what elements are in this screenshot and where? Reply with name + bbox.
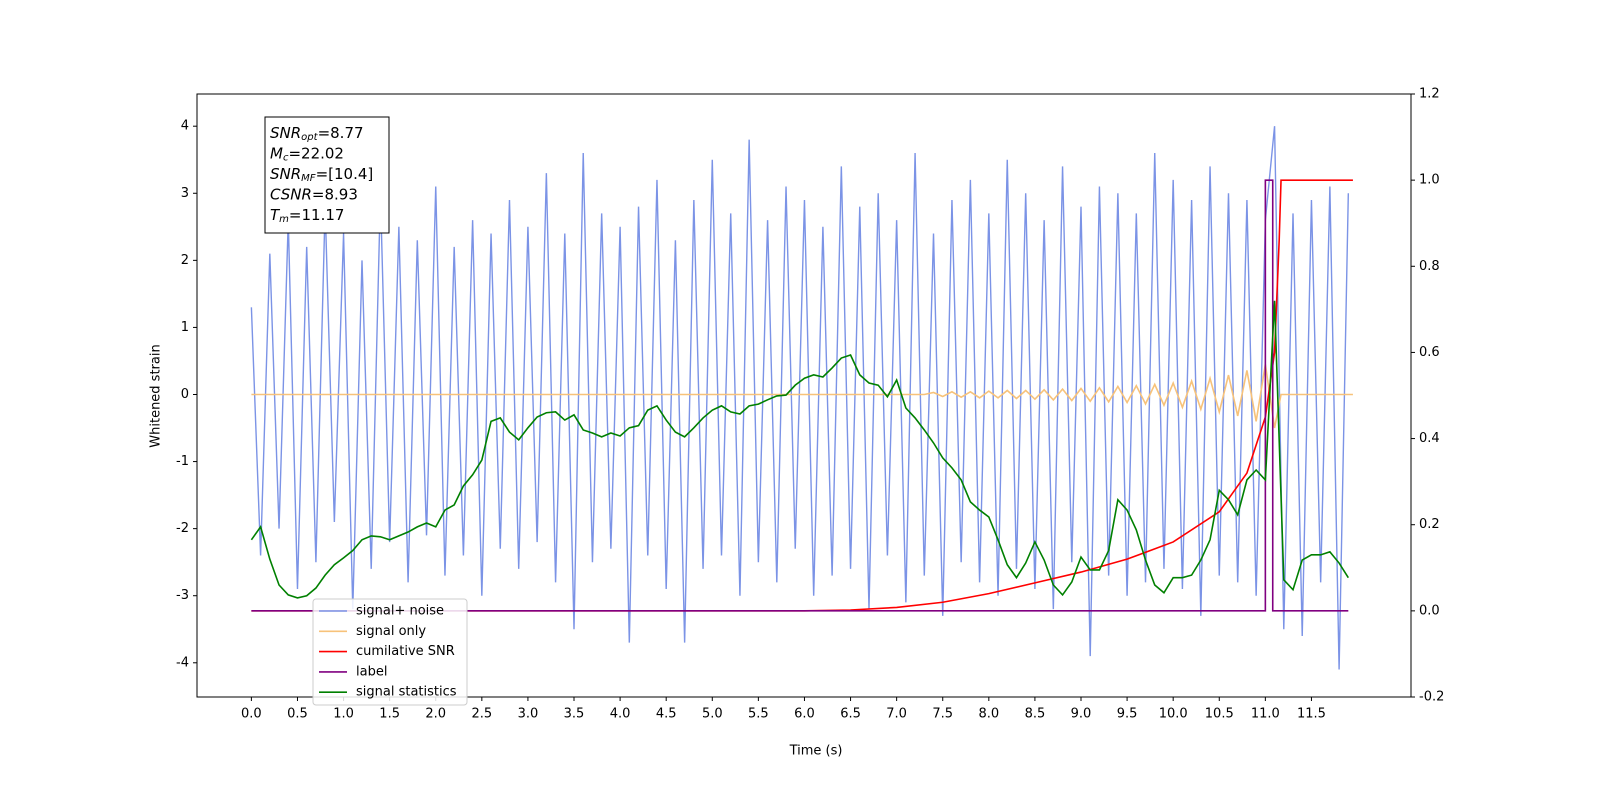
y2-tick-label: 0.0: [1419, 603, 1440, 618]
x-tick-label: 5.5: [748, 707, 769, 722]
annotation-sub: m: [279, 214, 289, 225]
x-tick-label: 6.0: [794, 707, 815, 722]
series-line: [250, 300, 1349, 599]
x-tick-label: 5.0: [702, 707, 723, 722]
annotation: Mc=22.02: [270, 144, 344, 164]
series-line: [251, 364, 1353, 429]
x-tick-label: 9.5: [1117, 707, 1138, 722]
x-tick-label: 7.0: [886, 707, 907, 722]
annotation-sub: c: [283, 153, 289, 164]
x-tick-label: 2.5: [471, 707, 492, 722]
x-tick-label: 4.0: [610, 707, 631, 722]
annotation-main: M: [270, 144, 283, 162]
x-tick-label: 6.5: [840, 707, 861, 722]
y-tick-label: 0: [181, 387, 189, 402]
y-tick-label: -2: [176, 521, 189, 536]
y-tick-label: -3: [176, 588, 189, 603]
annotation: Tm=11.17: [270, 206, 344, 226]
annotation: CSNR=8.93: [270, 185, 358, 203]
annotation-text: =8.77: [318, 124, 364, 142]
x-tick-label: 3.0: [518, 707, 539, 722]
y2-tick-label: 1.2: [1419, 87, 1440, 102]
y2-tick-label: 1.0: [1419, 173, 1440, 188]
annotation-main: CSNR: [270, 185, 312, 203]
annotation-text: =11.17: [289, 206, 345, 224]
x-tick-label: 0.0: [241, 707, 262, 722]
x-tick-label: 1.5: [379, 707, 400, 722]
x-axis-label: Time (s): [789, 744, 843, 759]
x-tick-label: 1.0: [333, 707, 354, 722]
x-tick-label: 10.0: [1159, 707, 1188, 722]
series-line: [250, 126, 1350, 670]
series-line: [251, 179, 1353, 612]
legend-label: signal only: [356, 624, 426, 639]
annotation-text: =8.93: [312, 185, 358, 203]
x-tick-label: 10.5: [1205, 707, 1234, 722]
series-line: [251, 179, 1349, 612]
y-tick-label: 3: [181, 186, 189, 201]
x-tick-label: 4.5: [656, 707, 677, 722]
y2-tick-label: 0.6: [1419, 345, 1440, 360]
annotation-main: SNR: [270, 124, 301, 142]
legend-label: signal+ noise: [356, 604, 444, 619]
legend-label: label: [356, 664, 387, 679]
y2-tick-label: -0.2: [1419, 690, 1444, 705]
x-tick-label: 8.5: [1025, 707, 1046, 722]
annotation-text: =[10.4]: [316, 165, 374, 183]
annotation-main: SNR: [270, 165, 301, 183]
y-axis-label: Whitened strain: [149, 344, 164, 447]
annotation-box: [264, 116, 390, 234]
annotation-main: T: [270, 206, 281, 224]
legend-label: cumilative SNR: [356, 644, 455, 659]
annotation-text: =22.02: [288, 144, 344, 162]
x-tick-label: 11.0: [1251, 707, 1280, 722]
legend-label: signal statistics: [356, 685, 457, 700]
y2-tick-label: 0.2: [1419, 517, 1440, 532]
legend-box: [312, 598, 468, 706]
y-tick-label: -4: [176, 655, 189, 670]
annotation: SNRopt=8.77: [270, 124, 364, 144]
annotation-sub: opt: [301, 132, 318, 143]
x-tick-label: 7.5: [932, 707, 953, 722]
annotation: SNRMF=[10.4]: [270, 165, 373, 185]
y-tick-label: 4: [181, 119, 189, 134]
y2-tick-label: 0.8: [1419, 259, 1440, 274]
x-tick-label: 8.0: [978, 707, 999, 722]
x-tick-label: 11.5: [1297, 707, 1326, 722]
annotation-sub: MF: [301, 173, 316, 184]
y-tick-label: -1: [176, 454, 189, 469]
y-tick-label: 1: [181, 320, 189, 335]
x-tick-label: 0.5: [287, 707, 308, 722]
x-tick-label: 2.0: [425, 707, 446, 722]
x-tick-label: 3.5: [564, 707, 585, 722]
x-tick-label: 9.0: [1071, 707, 1092, 722]
y2-tick-label: 0.4: [1419, 431, 1440, 446]
y-tick-label: 2: [181, 253, 189, 268]
